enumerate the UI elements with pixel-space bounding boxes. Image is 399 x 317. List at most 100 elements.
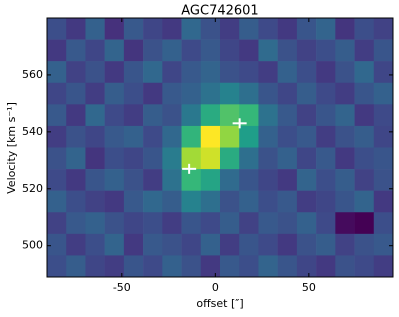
heatmap-cell: [85, 190, 105, 213]
heatmap-cell: [296, 104, 317, 127]
heatmap-cell: [143, 233, 163, 256]
heatmap-cell: [47, 39, 67, 62]
heatmap-cell: [316, 125, 336, 148]
heatmap-cell: [296, 255, 317, 278]
heatmap-cell: [335, 39, 355, 62]
heatmap-cell: [220, 212, 240, 235]
y-tick-label: 520: [22, 182, 43, 195]
heatmap-cell: [354, 18, 375, 40]
heatmap-cell: [316, 169, 336, 191]
heatmap-cell: [316, 255, 336, 278]
heatmap-cell: [354, 233, 375, 256]
heatmap-cell: [200, 104, 221, 127]
heatmap-cell: [373, 39, 394, 62]
y-tick-label: 560: [22, 68, 43, 81]
heatmap-cell: [296, 39, 317, 62]
heatmap-cell: [373, 61, 394, 84]
heatmap-cell: [354, 39, 375, 62]
heatmap-cell: [296, 82, 317, 105]
heatmap-cell: [143, 125, 163, 148]
plot-frame: [46, 17, 394, 278]
heatmap-cell: [104, 147, 125, 170]
heatmap-cell: [373, 104, 394, 127]
heatmap-cell: [220, 190, 240, 213]
heatmap-cell: [335, 212, 355, 235]
heatmap-cell: [239, 104, 259, 127]
heatmap-cell: [123, 233, 144, 256]
heatmap-cell: [181, 39, 202, 62]
heatmap-cell: [181, 212, 202, 235]
heatmap-cell: [143, 18, 163, 40]
heatmap-cell: [85, 255, 105, 278]
heatmap-cell: [104, 82, 125, 105]
heatmap-cell: [373, 190, 394, 213]
heatmap-cell: [239, 255, 259, 278]
heatmap-cell: [296, 147, 317, 170]
heatmap-cell: [162, 39, 182, 62]
heatmap-cell: [296, 233, 317, 256]
heatmap-cell: [258, 190, 278, 213]
heatmap-cell: [296, 212, 317, 235]
heatmap-cell: [200, 18, 221, 40]
heatmap-cell: [335, 147, 355, 170]
heatmap-cell: [277, 125, 298, 148]
heatmap-cell: [354, 104, 375, 127]
heatmap-cell: [123, 255, 144, 278]
heatmap-cell: [162, 104, 182, 127]
heatmap-cell: [296, 190, 317, 213]
heatmap-cell: [277, 18, 298, 40]
heatmap-cell: [258, 212, 278, 235]
heatmap: [47, 18, 394, 278]
heatmap-cell: [123, 212, 144, 235]
heatmap-cell: [85, 233, 105, 256]
heatmap-cell: [258, 61, 278, 84]
heatmap-cell: [104, 61, 125, 84]
heatmap-cell: [104, 212, 125, 235]
heatmap-cell: [277, 147, 298, 170]
heatmap-cell: [258, 255, 278, 278]
heatmap-cell: [354, 125, 375, 148]
heatmap-cell: [335, 169, 355, 191]
heatmap-cell: [316, 104, 336, 127]
heatmap-cell: [47, 190, 67, 213]
y-tick-label: 500: [22, 239, 43, 252]
heatmap-cell: [335, 125, 355, 148]
heatmap-cell: [85, 169, 105, 191]
heatmap-cell: [162, 255, 182, 278]
heatmap-cell: [296, 125, 317, 148]
heatmap-cell: [200, 255, 221, 278]
heatmap-cell: [220, 18, 240, 40]
heatmap-cell: [296, 169, 317, 191]
heatmap-cell: [47, 18, 67, 40]
heatmap-cell: [85, 18, 105, 40]
heatmap-cell: [143, 255, 163, 278]
heatmap-cell: [220, 169, 240, 191]
y-tick-label: 540: [22, 125, 43, 138]
heatmap-cell: [143, 169, 163, 191]
heatmap-cell: [47, 104, 67, 127]
heatmap-cell: [66, 18, 86, 40]
heatmap-cell: [239, 169, 259, 191]
heatmap-cell: [85, 61, 105, 84]
heatmap-cell: [220, 255, 240, 278]
heatmap-cell: [220, 147, 240, 170]
heatmap-cell: [162, 18, 182, 40]
heatmap-cell: [66, 61, 86, 84]
heatmap-cell: [277, 104, 298, 127]
heatmap-cell: [258, 147, 278, 170]
chart-title: AGC742601: [181, 4, 258, 19]
heatmap-cell: [200, 147, 221, 170]
x-tick-label: -50: [113, 281, 131, 294]
heatmap-cell: [66, 147, 86, 170]
heatmap-cell: [162, 190, 182, 213]
heatmap-cell: [181, 125, 202, 148]
heatmap-cell: [277, 82, 298, 105]
heatmap-cell: [181, 233, 202, 256]
heatmap-cell: [258, 233, 278, 256]
heatmap-cell: [239, 18, 259, 40]
heatmap-cell: [85, 147, 105, 170]
heatmap-cell: [181, 61, 202, 84]
heatmap-cell: [143, 39, 163, 62]
heatmap-cell: [316, 82, 336, 105]
